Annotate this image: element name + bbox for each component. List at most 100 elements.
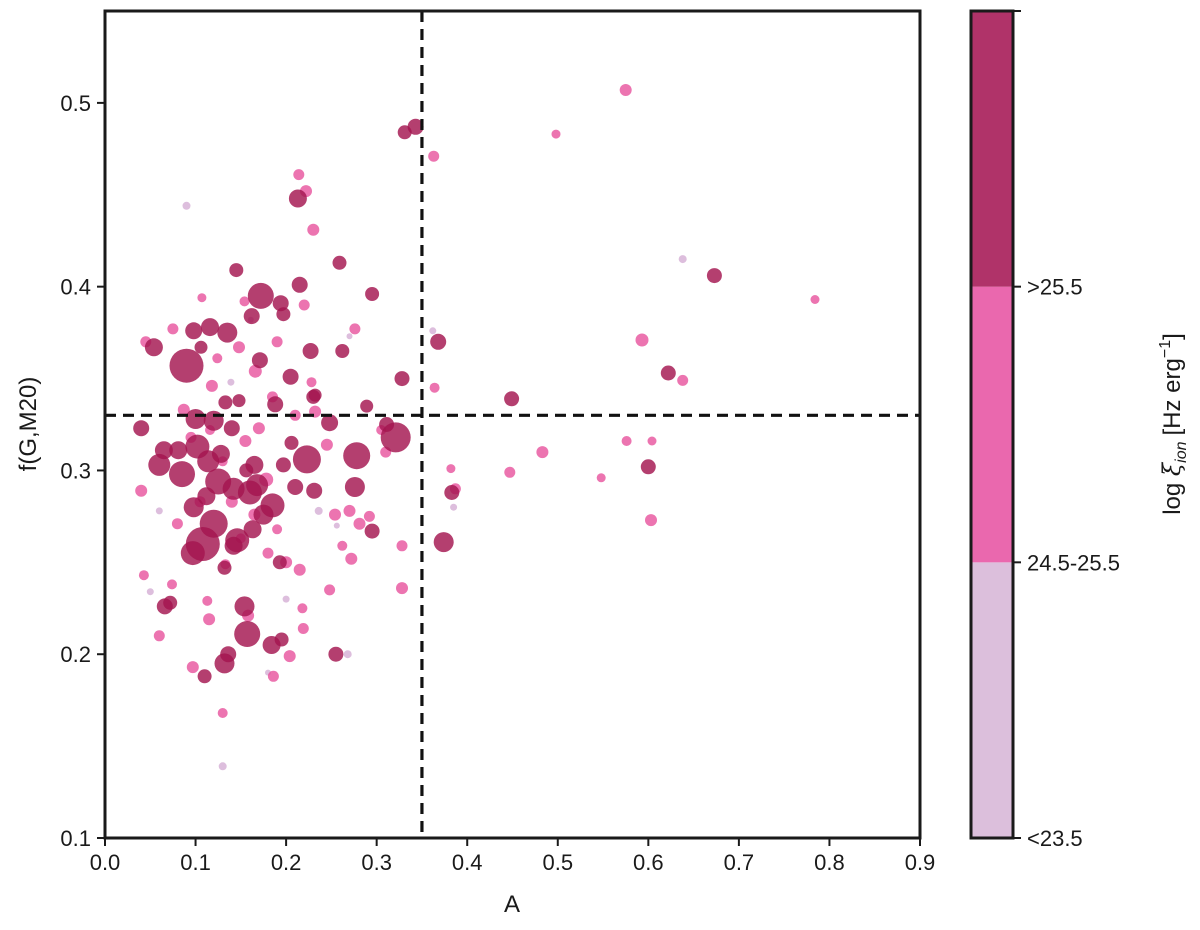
point-mid-25	[353, 517, 366, 530]
colorbar-tick-label: <23.5	[1027, 826, 1083, 851]
point-high-82	[308, 388, 322, 402]
point-mid-5	[307, 223, 320, 236]
reference-lines	[105, 11, 920, 838]
point-mid-3	[619, 84, 632, 96]
point-high-27	[433, 532, 454, 553]
point-high-4	[292, 445, 321, 474]
point-high-17	[222, 477, 245, 500]
point-high-81	[194, 340, 208, 354]
point-mid-52	[621, 436, 632, 446]
point-mid-64	[337, 540, 348, 551]
point-high-56	[706, 268, 722, 284]
point-high-3	[199, 509, 228, 538]
point-high-43	[272, 295, 289, 312]
point-high-36	[169, 441, 188, 460]
x-tick-label: 0.9	[905, 850, 936, 875]
point-high-67	[332, 255, 347, 270]
point-mid-42	[297, 623, 309, 634]
point-high-28	[288, 189, 307, 208]
point-mid-22	[329, 508, 341, 521]
colorbar-title: log ξion [Hz erg−1]	[1157, 333, 1190, 515]
point-high-55	[287, 479, 304, 495]
point-mid-50	[171, 518, 183, 530]
point-mid-7	[645, 514, 657, 527]
point-mid-54	[138, 570, 149, 581]
point-mid-23	[343, 504, 356, 517]
point-high-40	[321, 414, 339, 432]
point-low-5	[429, 327, 437, 335]
point-mid-10	[177, 403, 190, 416]
point-mid-13	[205, 379, 218, 392]
point-high-39	[185, 322, 203, 340]
point-mid-31	[677, 374, 689, 386]
point-high-63	[640, 459, 656, 475]
colorbar-frame	[969, 9, 1015, 840]
colorbar-segment	[971, 286, 1013, 563]
x-tick-label: 0.0	[90, 850, 121, 875]
point-mid-18	[283, 650, 296, 663]
y-tick-label: 0.1	[60, 826, 91, 851]
point-low-9	[227, 378, 235, 386]
point-high-41	[407, 118, 424, 135]
colorbar-tick-label: >25.5	[1027, 275, 1083, 300]
point-high-70	[276, 307, 291, 322]
x-tick-label: 0.1	[180, 850, 211, 875]
y-axis-title: f(G,M20)	[15, 377, 42, 472]
point-high-68	[229, 263, 244, 278]
point-high-60	[275, 457, 291, 473]
point-mid-30	[293, 169, 305, 181]
point-mid-53	[429, 382, 440, 393]
point-high-20	[185, 409, 206, 429]
point-high-58	[660, 365, 676, 381]
point-high-57	[394, 371, 410, 387]
colorbar: <23.5 24.5-25.5 >25.5	[969, 9, 1120, 851]
point-high-37	[224, 536, 243, 555]
colorbar-title-subscript: ion	[1173, 441, 1190, 462]
point-mid-61	[272, 524, 283, 535]
point-high-46	[430, 333, 447, 350]
point-mid-9	[135, 484, 148, 497]
point-mid-24	[345, 552, 358, 565]
point-high-44	[243, 308, 260, 325]
point-high-77	[272, 555, 287, 570]
point-mid-46	[363, 510, 375, 522]
point-mid-55	[167, 579, 177, 590]
point-high-66	[397, 125, 412, 140]
x-tick-label: 0.5	[542, 850, 573, 875]
point-mid-74	[197, 293, 207, 303]
point-high-22	[253, 504, 274, 525]
point-mid-73	[446, 464, 456, 474]
point-low-8	[146, 588, 154, 596]
point-high-50	[133, 420, 150, 437]
point-low-14	[346, 333, 353, 340]
point-mid-34	[396, 540, 408, 552]
colorbar-segment	[971, 11, 1013, 287]
point-high-29	[201, 318, 219, 337]
point-mid-19	[293, 563, 306, 576]
point-low-4	[314, 506, 323, 515]
x-tick-label: 0.2	[271, 850, 302, 875]
point-high-54	[306, 482, 323, 499]
point-mid-56	[202, 595, 213, 606]
point-mid-62	[297, 603, 308, 614]
point-high-78	[217, 560, 232, 575]
point-high-64	[444, 485, 460, 500]
point-high-61	[328, 646, 344, 662]
point-high-35	[211, 444, 230, 463]
point-high-53	[220, 646, 237, 663]
x-tick-label: 0.4	[452, 850, 483, 875]
point-mid-70	[810, 295, 820, 304]
point-high-7	[169, 461, 195, 488]
x-axis-ticks: 0.0 0.1 0.2 0.3 0.4 0.5 0.6 0.7 0.8 0.9	[90, 838, 936, 875]
point-high-75	[197, 669, 212, 684]
x-tick-label: 0.8	[814, 850, 845, 875]
point-mid-57	[212, 353, 223, 364]
point-high-76	[274, 632, 289, 647]
colorbar-title-exponent: −1	[1157, 340, 1174, 358]
colorbar-segment	[971, 562, 1013, 838]
y-tick-label: 0.2	[60, 642, 91, 667]
point-mid-29	[428, 150, 440, 162]
x-axis-title: A	[504, 891, 520, 918]
y-tick-label: 0.3	[60, 458, 91, 483]
